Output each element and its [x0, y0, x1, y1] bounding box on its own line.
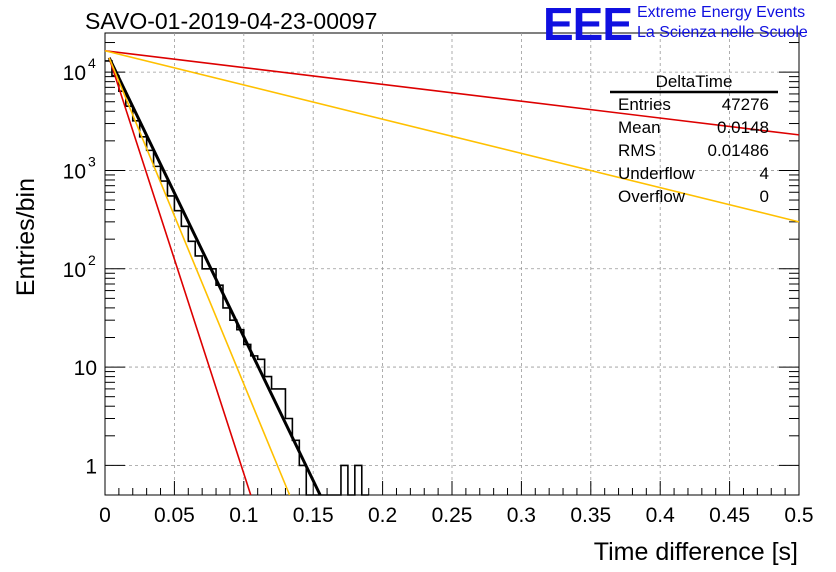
- fit-line: [108, 57, 291, 496]
- logo-line2: La Scienza nelle Scuole: [637, 24, 808, 41]
- stats-row-value: 0: [760, 187, 769, 206]
- y-tick-label: 10: [63, 259, 86, 282]
- y-tick-exponent: 4: [88, 55, 96, 71]
- histogram-outline: [105, 60, 369, 496]
- fit-lines: [104, 49, 800, 496]
- x-tick-label: 0.1: [229, 504, 258, 527]
- stats-name: DeltaTime: [656, 72, 733, 91]
- stats-row-label: RMS: [618, 141, 656, 160]
- y-axis-label: Entries/bin: [12, 178, 40, 296]
- histogram: [105, 60, 369, 496]
- x-tick-label: 0.25: [432, 504, 473, 527]
- logo-line1: Extreme Energy Events: [637, 4, 806, 21]
- fit-line: [107, 57, 322, 496]
- chart-title: SAVO-01-2019-04-23-00097: [85, 8, 378, 34]
- stats-row-value: 0.01486: [708, 141, 769, 160]
- stats-row-label: Underflow: [618, 164, 695, 183]
- y-tick-label: 10: [74, 357, 97, 380]
- y-tick-label: 10: [63, 62, 86, 85]
- x-tick-label: 0: [99, 504, 111, 527]
- stats-row-label: Overflow: [618, 187, 686, 206]
- stats-row-label: Mean: [618, 118, 661, 137]
- x-axis-label: Time difference [s]: [594, 538, 798, 566]
- x-tick-label: 0.3: [507, 504, 536, 527]
- fit-line: [108, 57, 252, 496]
- x-tick-label: 0.5: [784, 504, 813, 527]
- y-tick-exponent: 3: [88, 153, 96, 169]
- x-tick-labels: 0 0.05 0.1 0.15 0.2 0.25 0.3 0.35 0.4 0.45 0.5: [99, 504, 813, 527]
- y-tick-label: 10: [63, 160, 86, 183]
- x-tick-label: 0.2: [368, 504, 397, 527]
- y-tick-exponent: 2: [88, 252, 96, 268]
- y-tick-label: 1: [85, 455, 97, 478]
- x-tick-label: 0.15: [293, 504, 334, 527]
- stats-row-label: Entries: [618, 95, 671, 114]
- x-tick-label: 0.45: [709, 504, 750, 527]
- x-tick-label: 0.35: [570, 504, 611, 527]
- fit-line: [104, 49, 800, 136]
- stats-row-value: 47276: [722, 95, 769, 114]
- eee-logo: EEE: [543, 0, 633, 50]
- grid-lines: [105, 33, 799, 495]
- stats-box: DeltaTime Entries 47276 Mean 0.0148 RMS 0.014…: [610, 72, 778, 206]
- stats-row-value: 4: [760, 164, 769, 183]
- x-tick-label: 0.4: [646, 504, 676, 527]
- x-tick-label: 0.05: [154, 504, 195, 527]
- fit-line: [104, 49, 800, 223]
- stats-row-value: 0.0148: [717, 118, 769, 137]
- axis-ticks: [104, 42, 800, 495]
